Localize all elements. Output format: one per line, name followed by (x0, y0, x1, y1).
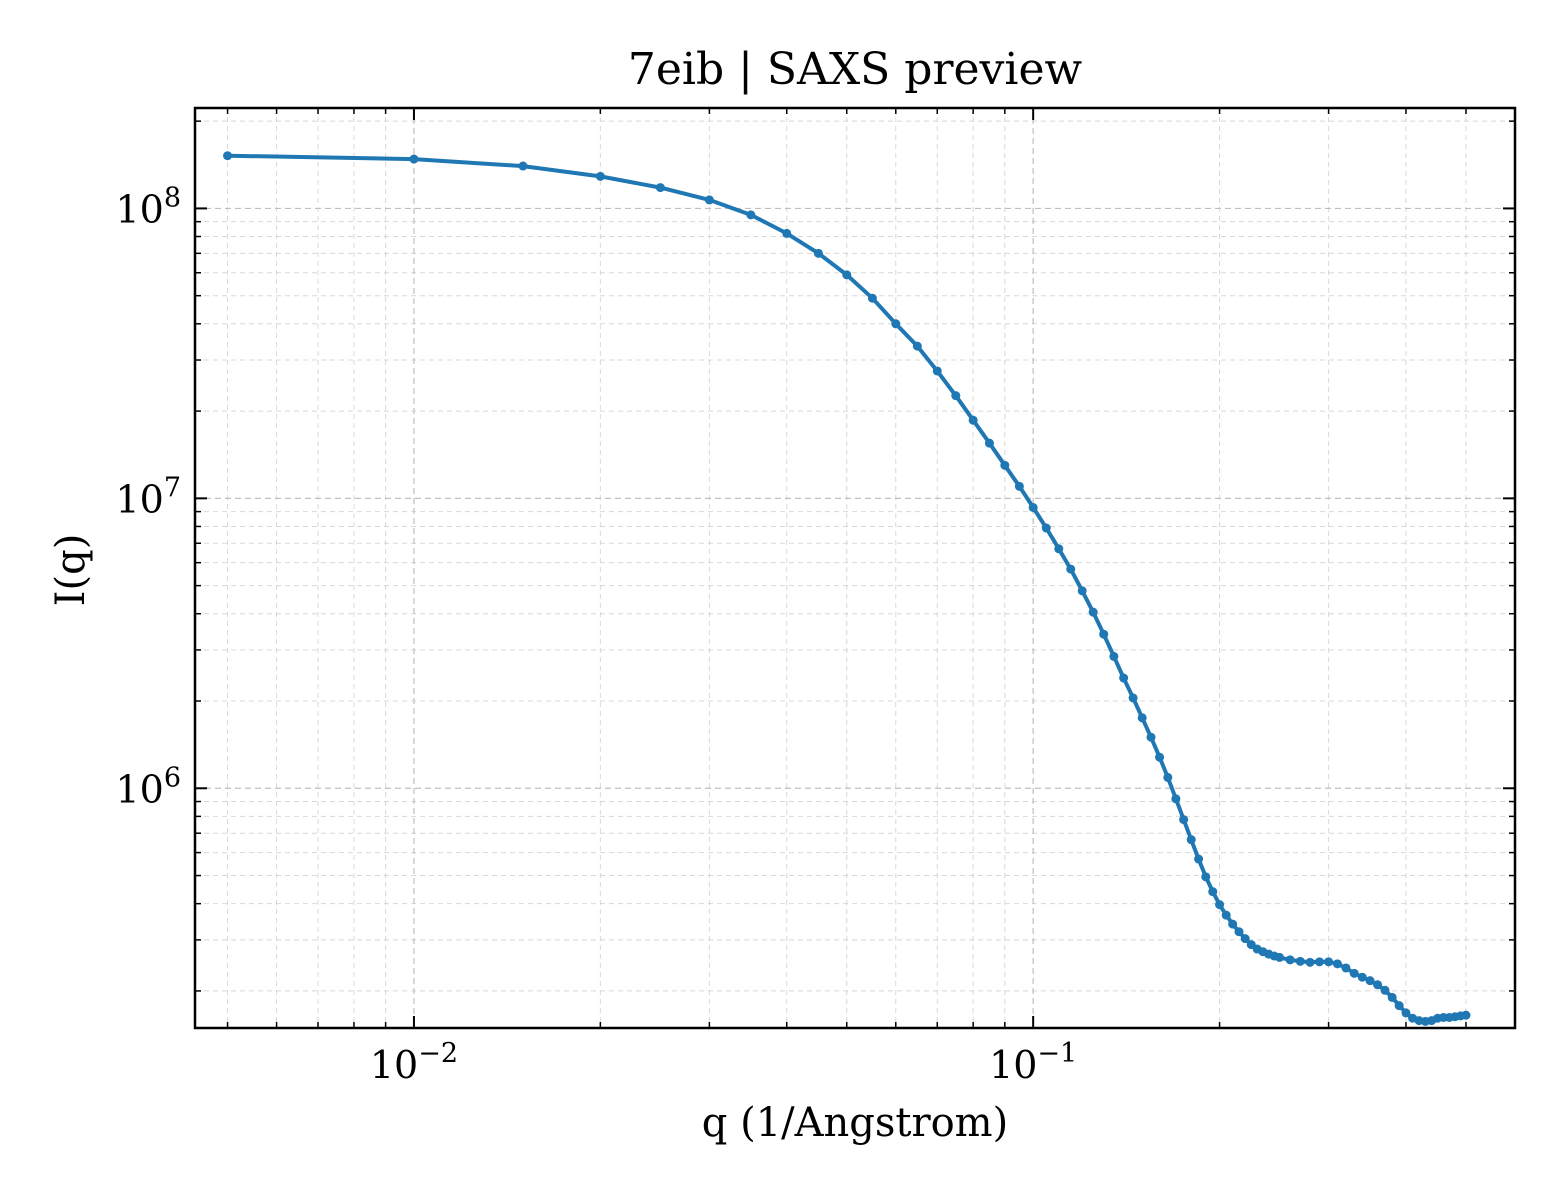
data-point (1387, 992, 1397, 1002)
data-point (1194, 854, 1204, 864)
data-point (1208, 887, 1218, 897)
data-point (1179, 815, 1189, 825)
data-point (1234, 927, 1244, 937)
data-point (746, 210, 756, 220)
data-point (1000, 460, 1010, 470)
data-point (1146, 732, 1156, 742)
y-tick-label: 108 (115, 182, 181, 231)
major-grid (195, 108, 1515, 1028)
data-point (1163, 772, 1173, 782)
data-point (1186, 835, 1196, 845)
data-point (867, 293, 877, 303)
data-point (1028, 502, 1038, 512)
chart-title: 7eib | SAXS preview (628, 44, 1083, 95)
data-point (932, 366, 942, 376)
data-point (1128, 693, 1138, 703)
tick-labels: 10−2 10−1 106 107 108 (115, 182, 1077, 1087)
data-point (1305, 957, 1315, 967)
data-point (1088, 607, 1098, 617)
data-point (968, 415, 978, 425)
data-point (1314, 957, 1324, 967)
data-point (1380, 985, 1390, 995)
data-point (1201, 872, 1211, 882)
data-point (595, 171, 605, 181)
data-point (1295, 956, 1305, 966)
data-point (1394, 1001, 1404, 1011)
axis-ticks (195, 108, 1515, 1028)
data-point (1066, 564, 1076, 574)
data-point (1221, 910, 1231, 920)
data-point (1401, 1008, 1411, 1018)
data-point (1054, 544, 1064, 554)
data-point (1228, 919, 1238, 929)
data-point (1332, 959, 1342, 969)
y-axis-label: I(q) (48, 534, 94, 607)
data-series (223, 151, 1471, 1026)
data-point (1275, 952, 1285, 962)
y-tick-label: 106 (115, 762, 181, 811)
x-tick-label: 10−2 (370, 1038, 458, 1087)
data-point (984, 438, 994, 448)
data-point (891, 319, 901, 329)
data-point (1215, 900, 1225, 910)
data-point (1357, 972, 1367, 982)
data-point (1119, 673, 1129, 683)
data-point (813, 248, 823, 258)
data-point (1155, 752, 1165, 762)
data-point (951, 391, 961, 401)
y-tick-label: 107 (115, 472, 181, 521)
data-point (1461, 1010, 1471, 1020)
data-point (1137, 713, 1147, 723)
data-point (223, 151, 233, 161)
data-point (842, 270, 852, 280)
plot-frame (193, 106, 1517, 1030)
data-point (1099, 629, 1109, 639)
minor-grid (195, 108, 1515, 1028)
data-point (1109, 651, 1119, 661)
data-point (1041, 523, 1051, 533)
data-point (1240, 934, 1250, 944)
data-point (782, 228, 792, 238)
x-axis-label: q (1/Angstrom) (702, 1100, 1008, 1146)
data-point (1349, 968, 1359, 978)
data-point (704, 195, 714, 205)
data-point (912, 341, 922, 351)
data-point (1341, 963, 1351, 973)
data-point (518, 161, 528, 171)
x-tick-label: 10−1 (989, 1038, 1077, 1087)
data-point (1171, 794, 1181, 804)
data-point (1373, 980, 1383, 990)
data-point (1014, 481, 1024, 491)
data-point (1365, 976, 1375, 986)
data-point (1324, 957, 1334, 967)
data-point (1077, 586, 1087, 596)
data-point (655, 183, 665, 193)
data-point (409, 154, 419, 164)
data-point (1285, 955, 1295, 965)
